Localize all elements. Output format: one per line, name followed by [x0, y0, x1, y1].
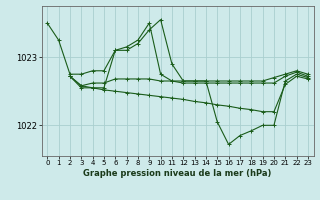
X-axis label: Graphe pression niveau de la mer (hPa): Graphe pression niveau de la mer (hPa): [84, 169, 272, 178]
